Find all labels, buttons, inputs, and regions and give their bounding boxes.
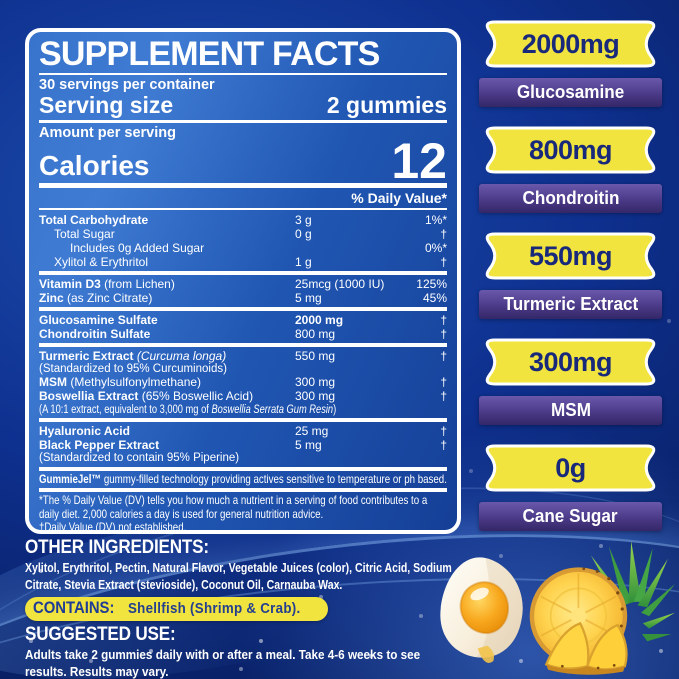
ribbon-shape-icon [485,20,656,68]
contains-text: Shellfish (Shrimp & Crab). [128,601,301,617]
divider [39,73,447,75]
stat-ribbon: 800mg [479,124,662,176]
stat-label-band: MSM [479,396,662,425]
stat-badge: 550mg Turmeric Extract [479,230,662,319]
stat-ribbon: 300mg [479,336,662,388]
stat-label: Glucosamine [516,82,625,102]
suggested-use-text: Adults take 2 gummies daily with or afte… [25,647,421,679]
stat-value: 300mg [528,346,613,377]
table-row: Zinc (as Zinc Citrate) 5 mg 45% [39,290,447,305]
table-row: Vitamin D3 (from Lichen) 25mcg (1000 IU)… [39,276,447,291]
stat-badge: 2000mg Glucosamine [479,18,662,107]
ribbon-shape-icon [485,444,656,492]
stat-label-band: Cane Sugar [479,502,662,531]
stat-badge: 0g Cane Sugar [479,442,662,531]
stat-value: 2000mg [521,28,620,59]
row-subtext: (A 10:1 extract, equivalent to 3,000 mg … [39,403,337,416]
stat-value: 800mg [528,134,613,165]
serving-size-row: Serving size 2 gummies [39,93,447,117]
divider [39,307,447,311]
divider [39,120,447,123]
stat-badge: 800mg Chondroitin [479,124,662,213]
stat-label: MSM [550,400,591,420]
amount-per-serving-label: Amount per serving [39,125,176,141]
gummy-image [440,557,523,663]
contains-label: CONTAINS: [33,599,115,617]
divider [39,183,447,188]
footnote-dagger: †Daily Value (DV) not established. [39,520,187,534]
table-row: Chondroitin Sulfate 800 mg † [39,326,447,341]
footnote-daily-value: *The % Daily Value (DV) tells you how mu… [39,493,428,521]
stat-label-band: Turmeric Extract [479,290,662,319]
stat-value: 0g [555,452,586,483]
row-subtext: (Standardized to 95% Curcuminoids) [39,362,227,375]
pineapple-image [529,541,675,675]
divider [39,343,447,347]
table-row: Boswellia Extract (65% Boswellic Acid) 3… [39,389,447,403]
row-subtext: (Standardized to contain 95% Piperine) [39,451,240,464]
stat-label: Cane Sugar [522,506,619,526]
stat-ribbon: 550mg [479,230,662,282]
ribbon-shape-icon [485,126,656,174]
calories-label: Calories [39,150,150,181]
ribbon-shape-icon [485,232,656,280]
stat-ribbon: 0g [479,442,662,494]
stat-value: 550mg [528,240,613,271]
servings-per-container: 30 servings per container [39,77,215,93]
stat-label: Turmeric Extract [503,294,638,314]
gummiejel-note: GummieJel™ gummy-filled technology provi… [39,471,447,486]
contains-pill: CONTAINS: Shellfish (Shrimp & Crab). [25,597,328,621]
table-row: Black Pepper Extract (Standardized to co… [39,437,447,464]
serving-size-label: Serving size [39,92,174,118]
table-row: Total Sugar 0 g † [54,226,447,241]
table-row: Xylitol & Erythritol 1 g † [54,254,447,269]
table-row: Hyaluronic Acid 25 mg † [39,423,447,438]
other-ingredients-text: Xylitol, Erythritol, Pectin, Natural Fla… [25,560,452,592]
table-row: Total Carbohydrate 3 g 1%* [39,212,447,227]
serving-size-value: 2 gummies [326,92,447,118]
stat-label: Chondroitin [522,188,619,208]
table-row: Glucosamine Sulfate 2000 mg † [39,312,447,327]
daily-value-header: % Daily Value* [351,190,447,206]
divider [39,488,447,492]
highlight-stats-column: 2000mg Glucosamine 800mg Chondroitin 550… [479,18,662,531]
stat-badge: 300mg MSM [479,336,662,425]
stat-ribbon: 2000mg [479,18,662,70]
bottom-info: OTHER INGREDIENTS: Xylitol, Erythritol, … [25,537,465,679]
stat-label-band: Chondroitin [479,184,662,213]
suggested-use-heading: SUGGESTED USE: [25,624,176,645]
supplement-facts-panel: SUPPLEMENT FACTS 30 servings per contain… [25,28,461,534]
calories-row: Calories 12 [39,133,447,189]
panel-title: SUPPLEMENT FACTS [39,35,380,73]
divider [39,418,447,422]
stat-label-band: Glucosamine [479,78,662,107]
other-ingredients-heading: OTHER INGREDIENTS: [25,537,209,558]
calories-value: 12 [391,133,447,189]
divider [39,271,447,275]
ribbon-shape-icon [485,338,656,386]
sparkle-dots [0,0,2,2]
footnote: *The % Daily Value (DV) tells you how mu… [39,493,449,534]
table-row: Includes 0g Added Sugar 0%* [70,240,447,255]
product-imagery [429,537,677,679]
table-row: Turmeric Extract (Curcuma longa) (Standa… [39,348,447,375]
divider [39,208,447,210]
divider [39,466,447,471]
table-row: MSM (Methylsulfonylmethane) 300 mg † [39,375,447,389]
